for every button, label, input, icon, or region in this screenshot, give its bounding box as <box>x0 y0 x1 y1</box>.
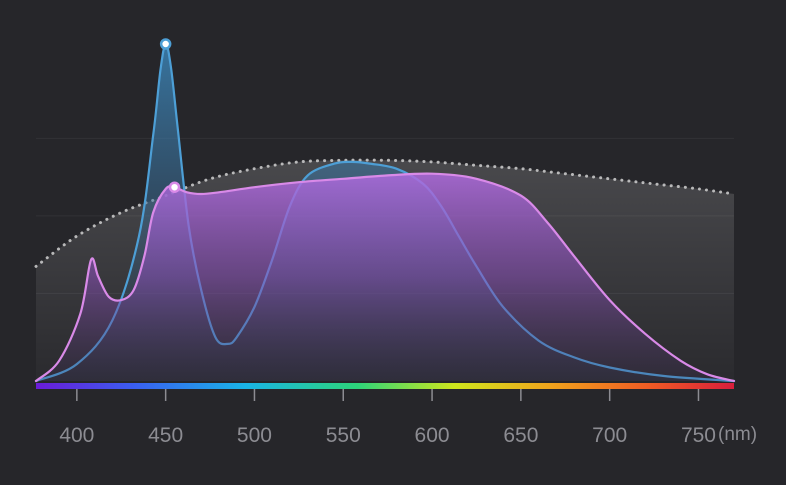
x-tick-label-550: 550 <box>326 424 361 447</box>
series-filled-blue-peak-marker <box>159 38 172 50</box>
x-tick-label-500: 500 <box>237 424 272 447</box>
x-axis: 400 450 500 550 600 650 700 750 <box>59 389 716 447</box>
x-tick-label-600: 600 <box>415 424 450 447</box>
x-tick-label-450: 450 <box>148 424 183 447</box>
spectrum-color-bar <box>36 383 734 389</box>
series-filled-pink-line <box>34 172 736 383</box>
x-tick-label-700: 700 <box>592 424 627 447</box>
x-axis-unit-label: (nm) <box>718 424 757 445</box>
x-tick-label-400: 400 <box>59 424 94 447</box>
series-filled-pink-peak-marker <box>168 181 181 193</box>
x-tick-label-650: 650 <box>503 424 538 447</box>
x-tick-label-750: 750 <box>681 424 716 447</box>
series-filled-pink <box>34 172 736 383</box>
series-layer <box>34 38 736 383</box>
series-filled-pink-area <box>36 173 734 381</box>
